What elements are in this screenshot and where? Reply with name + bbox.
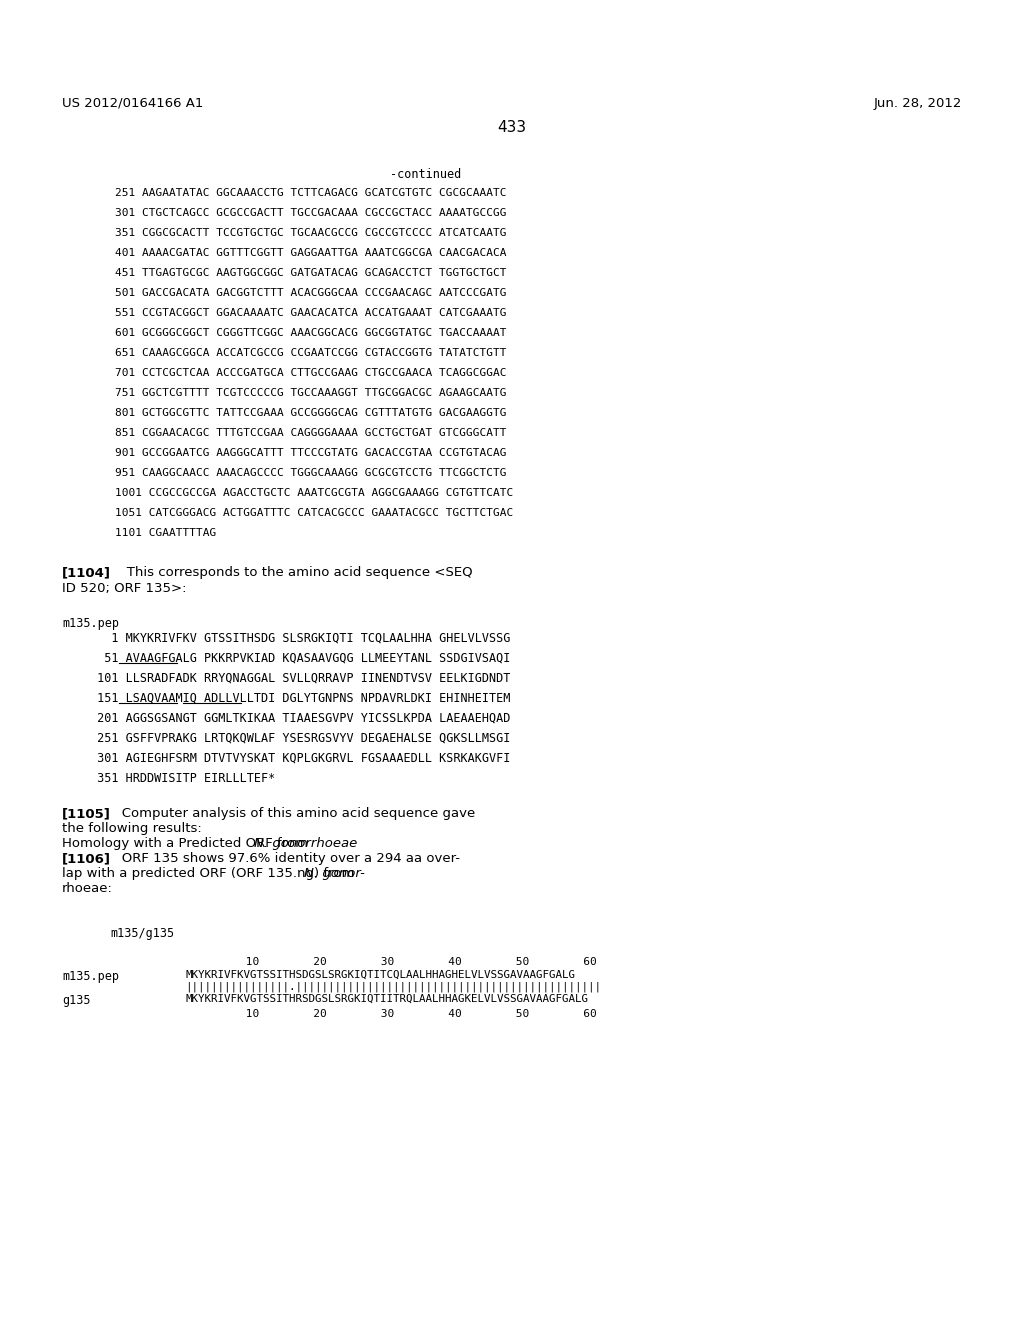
Text: ORF 135 shows 97.6% identity over a 294 aa over-: ORF 135 shows 97.6% identity over a 294 … (109, 851, 460, 865)
Text: 451 TTGAGTGCGC AAGTGGCGGC GATGATACAG GCAGACCTCT TGGTGCTGCT: 451 TTGAGTGCGC AAGTGGCGGC GATGATACAG GCA… (115, 268, 507, 279)
Text: m135.pep: m135.pep (62, 970, 119, 983)
Text: Computer analysis of this amino acid sequence gave: Computer analysis of this amino acid seq… (109, 807, 475, 820)
Text: Homology with a Predicted ORF from: Homology with a Predicted ORF from (62, 837, 312, 850)
Text: This corresponds to the amino acid sequence <SEQ: This corresponds to the amino acid seque… (114, 566, 473, 579)
Text: 651 CAAAGCGGCA ACCATCGCCG CCGAATCCGG CGTACCGGTG TATATCTGTT: 651 CAAAGCGGCA ACCATCGCCG CCGAATCCGG CGT… (115, 348, 507, 358)
Text: MKYKRIVFKVGTSSITHRSDGSLSRGKIQTIITRQLAALHHAGKELVLVSSGAVAAGFGALG: MKYKRIVFKVGTSSITHRSDGSLSRGKIQTIITRQLAALH… (185, 994, 588, 1005)
Text: MKYKRIVFKVGTSSITHSDGSLSRGKIQTITCQLAALHHAGHELVLVSSGAVAAGFGALG: MKYKRIVFKVGTSSITHSDGSLSRGKIQTITCQLAALHHA… (185, 970, 575, 979)
Text: ||||||||||||||||.|||||||||||||||||||||||||||||||||||||||||||||||: ||||||||||||||||.|||||||||||||||||||||||… (185, 982, 601, 993)
Text: 351 CGGCGCACTT TCCGTGCTGC TGCAACGCCG CGCCGTCCCC ATCATCAATG: 351 CGGCGCACTT TCCGTGCTGC TGCAACGCCG CGC… (115, 228, 507, 238)
Text: 701 CCTCGCTCAA ACCCGATGCA CTTGCCGAAG CTGCCGAACA TCAGGCGGAC: 701 CCTCGCTCAA ACCCGATGCA CTTGCCGAAG CTG… (115, 368, 507, 378)
Text: 801 GCTGGCGTTC TATTCCGAAA GCCGGGGCAG CGTTTATGTG GACGAAGGTG: 801 GCTGGCGTTC TATTCCGAAA GCCGGGGCAG CGT… (115, 408, 507, 418)
Text: [1104]: [1104] (62, 566, 111, 579)
Text: 401 AAAACGATAC GGTTTCGGTT GAGGAATTGA AAATCGGCGA CAACGACACA: 401 AAAACGATAC GGTTTCGGTT GAGGAATTGA AAA… (115, 248, 507, 257)
Text: 601 GCGGGCGGCT CGGGTTCGGC AAACGGCACG GGCGGTATGC TGACCAAAAT: 601 GCGGGCGGCT CGGGTTCGGC AAACGGCACG GGC… (115, 327, 507, 338)
Text: 251 GSFFVPRAKG LRTQKQWLAF YSESRGSVYV DEGAEHALSE QGKSLLMSGI: 251 GSFFVPRAKG LRTQKQWLAF YSESRGSVYV DEG… (90, 733, 510, 744)
Text: 1051 CATCGGGACG ACTGGATTTC CATCACGCCC GAAATACGCC TGCTTCTGAC: 1051 CATCGGGACG ACTGGATTTC CATCACGCCC GA… (115, 508, 513, 517)
Text: N. gonorrhoeae: N. gonorrhoeae (255, 837, 357, 850)
Text: N. gonor-: N. gonor- (304, 867, 365, 880)
Text: US 2012/0164166 A1: US 2012/0164166 A1 (62, 96, 204, 110)
Text: [1106]: [1106] (62, 851, 111, 865)
Text: 301 AGIEGHFSRM DTVTVYSKAT KQPLGKGRVL FGSAAAEDLL KSRKAKGVFI: 301 AGIEGHFSRM DTVTVYSKAT KQPLGKGRVL FGS… (90, 752, 510, 766)
Text: 851 CGGAACACGC TTTGTCCGAA CAGGGGAAAA GCCTGCTGAT GTCGGGCATT: 851 CGGAACACGC TTTGTCCGAA CAGGGGAAAA GCC… (115, 428, 507, 438)
Text: g135: g135 (62, 994, 90, 1007)
Text: 10        20        30        40        50        60: 10 20 30 40 50 60 (185, 1008, 597, 1019)
Text: -continued: -continued (390, 168, 461, 181)
Text: 951 CAAGGCAACC AAACAGCCCC TGGGCAAAGG GCGCGTCCTG TTCGGCTCTG: 951 CAAGGCAACC AAACAGCCCC TGGGCAAAGG GCG… (115, 469, 507, 478)
Text: 51 AVAAGFGALG PKKRPVKIAD KQASAAVGQG LLMEEYTANL SSDGIVSAQI: 51 AVAAGFGALG PKKRPVKIAD KQASAAVGQG LLME… (90, 652, 510, 665)
Text: 1101 CGAATTTTAG: 1101 CGAATTTTAG (115, 528, 216, 539)
Text: m135.pep: m135.pep (62, 616, 119, 630)
Text: 751 GGCTCGTTTT TCGTCCCCCG TGCCAAAGGT TTGCGGACGC AGAAGCAATG: 751 GGCTCGTTTT TCGTCCCCCG TGCCAAAGGT TTG… (115, 388, 507, 399)
Text: ID 520; ORF 135>:: ID 520; ORF 135>: (62, 582, 186, 595)
Text: lap with a predicted ORF (ORF 135.ng) from: lap with a predicted ORF (ORF 135.ng) fr… (62, 867, 358, 880)
Text: 251 AAGAATATAC GGCAAACCTG TCTTCAGACG GCATCGTGTC CGCGCAAATC: 251 AAGAATATAC GGCAAACCTG TCTTCAGACG GCA… (115, 187, 507, 198)
Text: 151 LSAQVAAMIQ ADLLVLLTDI DGLYTGNPNS NPDAVRLDKI EHINHEITEM: 151 LSAQVAAMIQ ADLLVLLTDI DGLYTGNPNS NPD… (90, 692, 510, 705)
Text: 301 CTGCTCAGCC GCGCCGACTT TGCCGACAAA CGCCGCTACC AAAATGCCGG: 301 CTGCTCAGCC GCGCCGACTT TGCCGACAAA CGC… (115, 209, 507, 218)
Text: 201 AGGSGSANGT GGMLTKIKAA TIAAESGVPV YICSSLKPDA LAEAAEHQAD: 201 AGGSGSANGT GGMLTKIKAA TIAAESGVPV YIC… (90, 711, 510, 725)
Text: 351 HRDDWISITP EIRLLLTEF*: 351 HRDDWISITP EIRLLLTEF* (90, 772, 275, 785)
Text: 433: 433 (498, 120, 526, 135)
Text: 1001 CCGCCGCCGA AGACCTGCTC AAATCGCGTA AGGCGAAAGG CGTGTTCATC: 1001 CCGCCGCCGA AGACCTGCTC AAATCGCGTA AG… (115, 488, 513, 498)
Text: m135/g135: m135/g135 (110, 927, 174, 940)
Text: [1105]: [1105] (62, 807, 111, 820)
Text: Jun. 28, 2012: Jun. 28, 2012 (873, 96, 962, 110)
Text: the following results:: the following results: (62, 822, 202, 836)
Text: rhoeae:: rhoeae: (62, 882, 113, 895)
Text: 10        20        30        40        50        60: 10 20 30 40 50 60 (185, 957, 597, 968)
Text: 101 LLSRADFADK RRYQNAGGAL SVLLQRRAVP IINENDTVSV EELKIGDNDT: 101 LLSRADFADK RRYQNAGGAL SVLLQRRAVP IIN… (90, 672, 510, 685)
Text: 551 CCGTACGGCT GGACAAAATC GAACACATCA ACCATGAAAT CATCGAAATG: 551 CCGTACGGCT GGACAAAATC GAACACATCA ACC… (115, 308, 507, 318)
Text: 901 GCCGGAATCG AAGGGCATTT TTCCCGTATG GACACCGTAA CCGTGTACAG: 901 GCCGGAATCG AAGGGCATTT TTCCCGTATG GAC… (115, 447, 507, 458)
Text: 501 GACCGACATA GACGGTCTTT ACACGGGCAA CCCGAACAGC AATCCCGATG: 501 GACCGACATA GACGGTCTTT ACACGGGCAA CCC… (115, 288, 507, 298)
Text: 1 MKYKRIVFKV GTSSITHSDG SLSRGKIQTI TCQLAALHHA GHELVLVSSG: 1 MKYKRIVFKV GTSSITHSDG SLSRGKIQTI TCQLA… (90, 632, 510, 645)
